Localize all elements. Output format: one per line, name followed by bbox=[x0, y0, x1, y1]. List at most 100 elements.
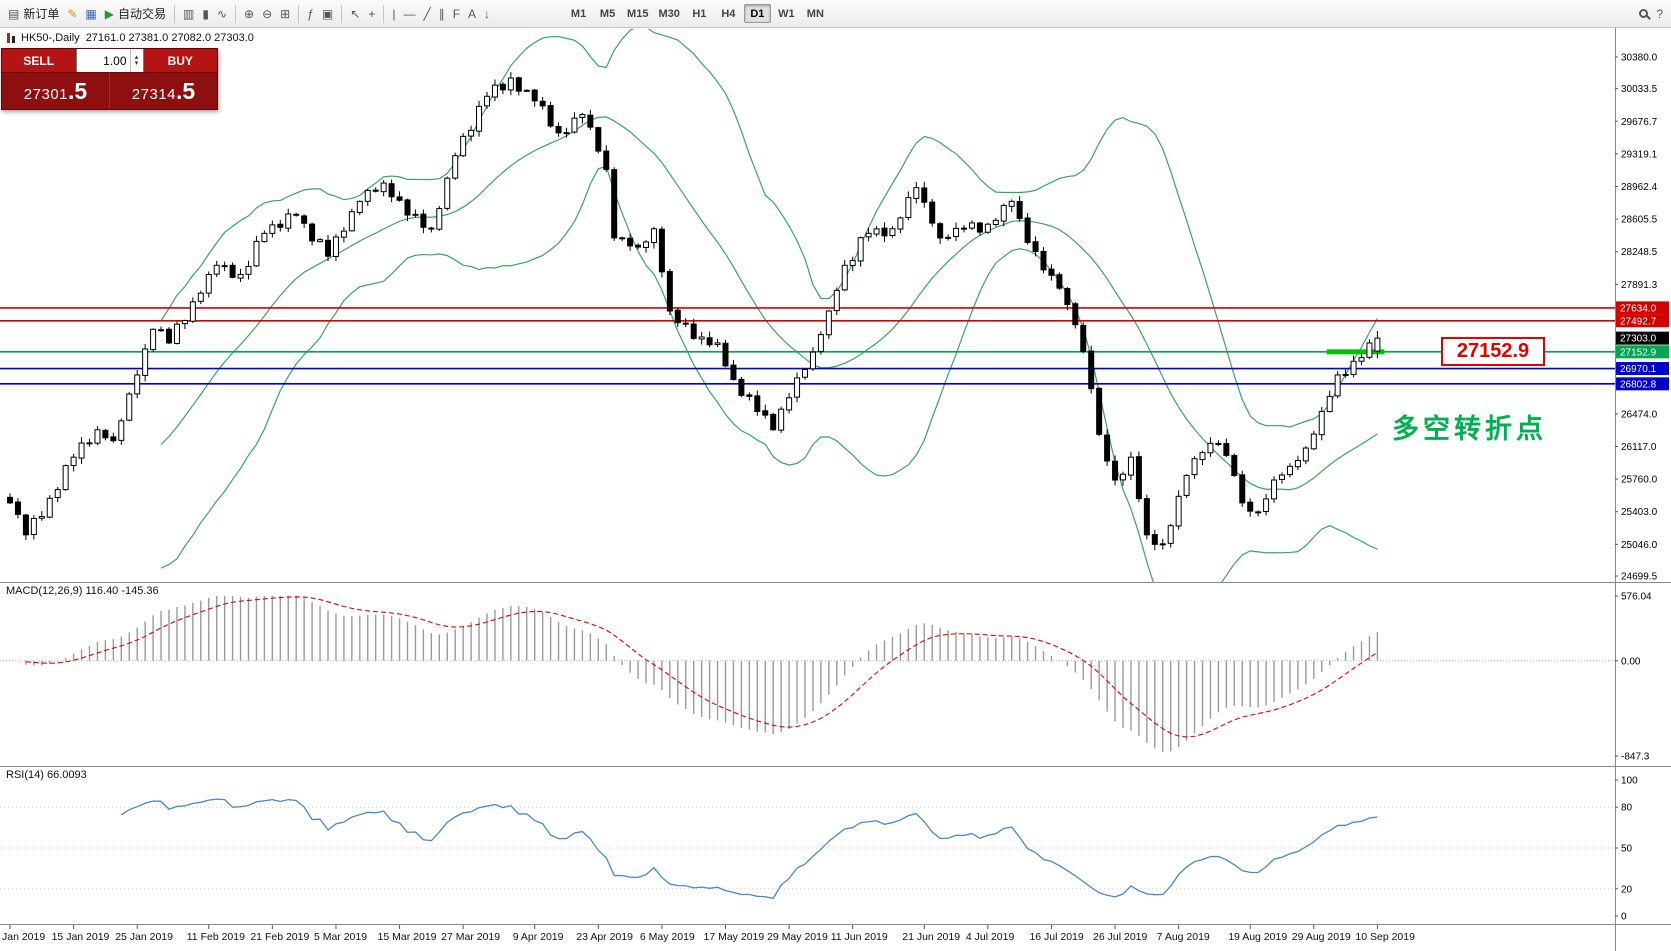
timeframe-m30-button[interactable]: M30 bbox=[658, 7, 680, 20]
timeframe-d1-button[interactable]: D1 bbox=[743, 4, 771, 23]
timeframe-m5-button[interactable]: M5 bbox=[599, 7, 616, 20]
cursor-button[interactable]: ↖ bbox=[346, 3, 364, 25]
text-button[interactable]: A bbox=[464, 3, 480, 25]
time-label[interactable]: 17 May 2019 bbox=[704, 931, 765, 943]
rsi-tick: 50 bbox=[1621, 844, 1633, 855]
fibonacci-button[interactable]: F bbox=[449, 3, 464, 25]
time-label[interactable]: 27 Mar 2019 bbox=[441, 931, 500, 943]
zoom-in-button[interactable]: ⊕ bbox=[240, 3, 258, 25]
timeframe-h1-button[interactable]: H1 bbox=[692, 7, 707, 20]
text-icon: A bbox=[468, 6, 477, 21]
price-tag-26802.8 bbox=[1616, 377, 1669, 391]
data-window-button[interactable]: ▦ bbox=[81, 3, 100, 25]
time-label[interactable]: 6 May 2019 bbox=[640, 931, 695, 943]
turning-point-note[interactable]: 多空转折点 bbox=[1392, 414, 1547, 444]
candlestick-series bbox=[7, 72, 1381, 551]
price-tick: 28605.5 bbox=[1621, 215, 1658, 226]
price-tag-value: 27152.9 bbox=[1620, 347, 1657, 358]
new-order-button[interactable]: ▤ 新订单 bbox=[4, 3, 63, 25]
indicators-button[interactable]: ƒ bbox=[303, 3, 318, 25]
sell-price[interactable]: 27301 .5 bbox=[2, 73, 110, 109]
data-window-icon: ▦ bbox=[85, 6, 97, 21]
time-label[interactable]: 21 Feb 2019 bbox=[250, 931, 309, 943]
autotrading-play-icon: ▶ bbox=[104, 6, 114, 21]
time-label[interactable]: 16 Jul 2019 bbox=[1029, 931, 1083, 943]
price-tick: 28962.4 bbox=[1621, 182, 1658, 193]
timeframe-m15-button[interactable]: M15 bbox=[627, 7, 649, 20]
spinner-down-icon[interactable]: ▾ bbox=[134, 59, 139, 67]
time-label[interactable]: 5 Mar 2019 bbox=[314, 931, 367, 943]
rsi-indicator bbox=[0, 798, 1615, 900]
trendline-icon: ╱ bbox=[423, 6, 431, 21]
objects-list-icon: ▣ bbox=[321, 6, 334, 21]
price-callout-box[interactable]: 27152.9 bbox=[1441, 337, 1545, 366]
metaeditor-icon: ✎ bbox=[67, 6, 78, 21]
spinner-up-icon[interactable]: ▴ bbox=[134, 53, 139, 61]
time-label[interactable]: Jan 2019 bbox=[2, 931, 45, 943]
time-label[interactable]: 15 Mar 2019 bbox=[378, 931, 437, 943]
time-label[interactable]: 7 Aug 2019 bbox=[1157, 931, 1210, 943]
horizontal-line-button[interactable]: — bbox=[399, 3, 419, 25]
buy-button[interactable]: BUY bbox=[143, 49, 217, 72]
timeframes-group: M1 M5 M15 M30 H1 H4 D1 W1 MN bbox=[564, 4, 830, 23]
candlestick-mini-icon bbox=[7, 33, 15, 43]
price-axis-bg[interactable] bbox=[1615, 28, 1671, 951]
timeframe-mn-button[interactable]: MN bbox=[806, 7, 824, 20]
zoom-out-button[interactable]: ⊖ bbox=[258, 3, 276, 25]
time-label[interactable]: 26 Jul 2019 bbox=[1093, 931, 1147, 943]
time-label[interactable]: 21 Jun 2019 bbox=[902, 931, 960, 943]
arrows-button[interactable]: ↓ bbox=[480, 3, 494, 25]
objects-list-button[interactable]: ▣ bbox=[318, 3, 337, 25]
macd-tick: 0.00 bbox=[1621, 656, 1641, 667]
bar-chart-button[interactable]: ▥ bbox=[179, 3, 198, 25]
trendline-button[interactable]: ╱ bbox=[419, 3, 434, 25]
toolbar-separator bbox=[174, 4, 176, 23]
autotrading-button[interactable]: ▶ 自动交易 bbox=[101, 3, 170, 25]
candlestick-chart-icon: ▮ bbox=[202, 6, 209, 21]
metaeditor-button[interactable]: ✎ bbox=[63, 3, 81, 25]
time-label[interactable]: 9 Apr 2019 bbox=[513, 931, 564, 943]
timeframe-w1-button[interactable]: W1 bbox=[778, 7, 795, 20]
price-tick: 30380.0 bbox=[1621, 53, 1658, 64]
cursor-icon: ↖ bbox=[350, 6, 361, 21]
time-label[interactable]: 29 Aug 2019 bbox=[1292, 931, 1351, 943]
time-label[interactable]: 4 Jul 2019 bbox=[966, 931, 1015, 943]
help-button[interactable]: ? bbox=[1652, 3, 1667, 25]
timeframe-h4-button[interactable]: H4 bbox=[721, 7, 736, 20]
buy-price[interactable]: 27314 .5 bbox=[110, 73, 217, 109]
price-tick: 26474.0 bbox=[1621, 409, 1658, 420]
time-label[interactable]: 23 Apr 2019 bbox=[576, 931, 633, 943]
tile-windows-button[interactable]: ⊞ bbox=[276, 3, 294, 25]
volume-value[interactable]: 1.00 bbox=[103, 53, 127, 68]
macd-signal-line bbox=[25, 596, 1378, 738]
time-label[interactable]: 19 Aug 2019 bbox=[1228, 931, 1287, 943]
chart-title-bar: HK50-,Daily 27161.0 27381.0 27082.0 2730… bbox=[7, 32, 254, 44]
horizontal-line-icon: — bbox=[403, 6, 416, 21]
time-label[interactable]: 10 Sep 2019 bbox=[1355, 931, 1415, 943]
toolbar: ▤ 新订单 ✎ ▦ ▶ 自动交易 ▥ ▮ ∿ ⊕ ⊖ ⊞ ƒ ▣ ↖ + | — ╱ ∥ F A ↓ M1 M5 M… bbox=[0, 0, 1671, 28]
sell-button[interactable]: SELL bbox=[2, 49, 76, 72]
time-label[interactable]: 11 Jun 2019 bbox=[831, 931, 888, 943]
volume-spinner[interactable]: ▴ ▾ bbox=[129, 49, 143, 72]
channel-button[interactable]: ∥ bbox=[435, 3, 449, 25]
timeframe-m1-button[interactable]: M1 bbox=[570, 7, 587, 20]
candlestick-chart-button[interactable]: ▮ bbox=[198, 3, 213, 25]
new-order-icon: ▤ bbox=[8, 6, 20, 21]
price-tag-26970.1 bbox=[1616, 362, 1669, 376]
time-label[interactable]: 25 Jan 2019 bbox=[115, 931, 173, 943]
price-tick: 24699.5 bbox=[1621, 572, 1658, 583]
trendline-highlight-segment[interactable] bbox=[1326, 349, 1385, 355]
bollinger-bands bbox=[160, 29, 1378, 582]
volume-input[interactable]: 1.00 ▴ ▾ bbox=[75, 49, 144, 72]
macd-tick: -847.3 bbox=[1621, 752, 1650, 763]
price-tag-27634.0 bbox=[1616, 301, 1669, 315]
rsi-tick: 20 bbox=[1621, 884, 1633, 895]
line-chart-button[interactable]: ∿ bbox=[213, 3, 231, 25]
crosshair-button[interactable]: + bbox=[364, 3, 379, 25]
vertical-line-button[interactable]: | bbox=[388, 3, 399, 25]
search-button[interactable] bbox=[1635, 3, 1652, 25]
time-label[interactable]: 11 Feb 2019 bbox=[187, 931, 245, 943]
time-label[interactable]: 15 Jan 2019 bbox=[52, 931, 110, 943]
time-label[interactable]: 29 May 2019 bbox=[767, 931, 828, 943]
